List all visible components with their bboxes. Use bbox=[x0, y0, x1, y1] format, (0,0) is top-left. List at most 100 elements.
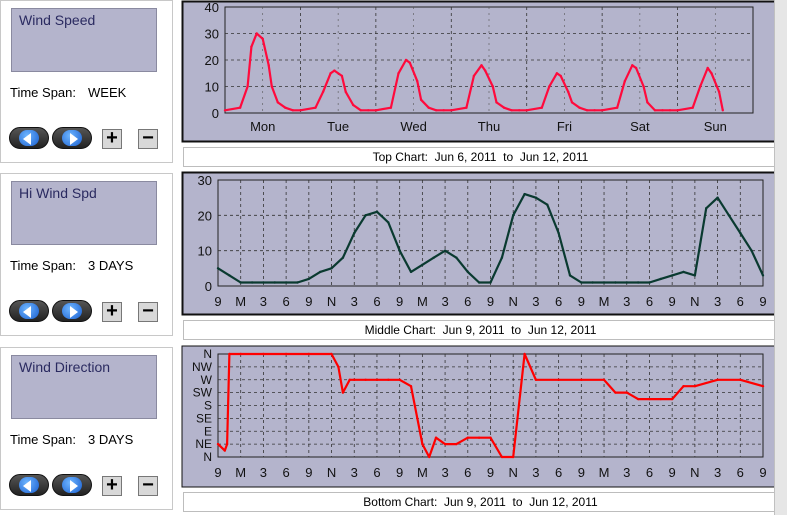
top-chart: 0 10 20 30 40 Mon Tue Wed Thu Fri Sat Sun bbox=[181, 0, 777, 143]
zoom-out-button-middle[interactable]: − bbox=[138, 301, 158, 322]
caption-start: Jun 9, 2011 bbox=[444, 495, 506, 509]
data-point bbox=[216, 442, 220, 446]
data-point bbox=[307, 277, 310, 281]
data-point bbox=[716, 196, 719, 199]
data-point bbox=[484, 69, 487, 72]
data-point bbox=[321, 90, 325, 94]
vertical-scrollbar[interactable] bbox=[774, 0, 787, 515]
data-point bbox=[398, 249, 401, 252]
caption-prefix: Bottom Chart: bbox=[363, 495, 438, 509]
data-point bbox=[567, 90, 570, 94]
data-point bbox=[721, 109, 724, 112]
data-point bbox=[455, 256, 458, 259]
x-tick-label: 9 bbox=[305, 294, 312, 309]
next-button-top[interactable] bbox=[52, 127, 92, 149]
timespan-value[interactable]: 3 DAYS bbox=[88, 432, 134, 447]
prev-button-middle[interactable] bbox=[9, 300, 49, 322]
x-tick-label: 6 bbox=[283, 294, 290, 309]
x-tick-label: 3 bbox=[351, 465, 358, 480]
x-tick-label: 9 bbox=[396, 294, 403, 309]
data-point bbox=[602, 281, 606, 284]
data-point bbox=[375, 378, 379, 381]
data-point bbox=[299, 109, 302, 112]
data-point bbox=[261, 37, 264, 40]
x-tick-label: Sat bbox=[630, 119, 650, 134]
data-point bbox=[682, 270, 685, 274]
series-select-top[interactable]: Wind Speed bbox=[11, 8, 157, 72]
caption-to: to bbox=[511, 323, 522, 337]
zoom-in-button-bottom[interactable]: + bbox=[102, 475, 122, 496]
y-tick-label: SW bbox=[193, 386, 213, 400]
zoom-in-button-top[interactable]: + bbox=[102, 128, 122, 149]
data-point bbox=[489, 436, 492, 439]
zoom-out-button-top[interactable]: − bbox=[138, 128, 158, 149]
data-point bbox=[739, 231, 742, 235]
series-select-bottom[interactable]: Wind Direction bbox=[11, 355, 157, 419]
right-triangle-icon bbox=[70, 306, 78, 318]
right-triangle-icon bbox=[70, 480, 78, 492]
data-point bbox=[432, 256, 435, 259]
x-tick-label: 9 bbox=[578, 294, 585, 309]
next-button-bottom[interactable] bbox=[52, 474, 92, 496]
data-point bbox=[477, 281, 481, 284]
prev-button-top[interactable] bbox=[9, 127, 49, 149]
prev-button-bottom[interactable] bbox=[9, 474, 49, 496]
timespan-middle: Time Span: 3 DAYS bbox=[10, 258, 133, 273]
data-point bbox=[337, 365, 340, 369]
data-point bbox=[480, 64, 483, 67]
zoom-out-button-bottom[interactable]: − bbox=[138, 475, 158, 496]
y-tick-label: 40 bbox=[205, 0, 219, 15]
data-point bbox=[387, 378, 390, 381]
x-tick-label: 9 bbox=[487, 465, 494, 480]
data-point bbox=[614, 281, 617, 284]
data-point bbox=[691, 106, 694, 109]
timespan-value[interactable]: WEEK bbox=[88, 85, 127, 100]
x-tick-label: 9 bbox=[759, 294, 766, 309]
timespan-value[interactable]: 3 DAYS bbox=[88, 258, 134, 273]
data-point bbox=[330, 267, 333, 270]
data-point bbox=[340, 74, 344, 78]
x-tick-label: 3 bbox=[260, 465, 267, 480]
x-tick-label: 6 bbox=[283, 465, 290, 480]
data-point bbox=[661, 109, 664, 112]
x-tick-label: M bbox=[417, 465, 428, 480]
x-tick-label: 3 bbox=[351, 294, 358, 309]
caption-start: Jun 6, 2011 bbox=[434, 150, 497, 164]
data-point bbox=[273, 281, 276, 284]
data-point bbox=[353, 231, 356, 235]
data-point bbox=[250, 45, 253, 48]
zoom-in-button-middle[interactable]: + bbox=[102, 301, 122, 322]
data-point bbox=[296, 281, 299, 284]
data-point bbox=[284, 281, 288, 284]
x-tick-label: 9 bbox=[214, 465, 221, 480]
data-point bbox=[540, 106, 543, 109]
data-point bbox=[546, 203, 549, 206]
data-point bbox=[387, 221, 390, 224]
data-point bbox=[585, 109, 589, 112]
data-point bbox=[625, 281, 628, 284]
data-point bbox=[330, 352, 333, 356]
x-tick-label: 3 bbox=[441, 465, 448, 480]
data-point bbox=[389, 106, 393, 109]
x-tick-label: Thu bbox=[478, 119, 500, 134]
data-point bbox=[614, 391, 617, 394]
data-point bbox=[668, 109, 672, 112]
right-triangle-icon bbox=[70, 133, 78, 145]
next-button-middle[interactable] bbox=[52, 300, 92, 322]
x-tick-label: M bbox=[235, 465, 246, 480]
data-point bbox=[761, 385, 765, 388]
data-point bbox=[705, 207, 708, 210]
data-point bbox=[455, 442, 458, 446]
data-point bbox=[466, 270, 469, 274]
data-point bbox=[548, 85, 551, 88]
data-point bbox=[682, 385, 685, 388]
data-point bbox=[512, 455, 515, 459]
x-tick-label: 3 bbox=[623, 294, 630, 309]
series-line bbox=[217, 352, 764, 459]
data-point bbox=[555, 72, 559, 75]
x-tick-label: M bbox=[235, 294, 246, 309]
data-point bbox=[534, 378, 538, 381]
y-tick-label: 0 bbox=[212, 106, 219, 121]
data-point bbox=[500, 455, 504, 459]
series-select-middle[interactable]: Hi Wind Spd bbox=[11, 181, 157, 245]
